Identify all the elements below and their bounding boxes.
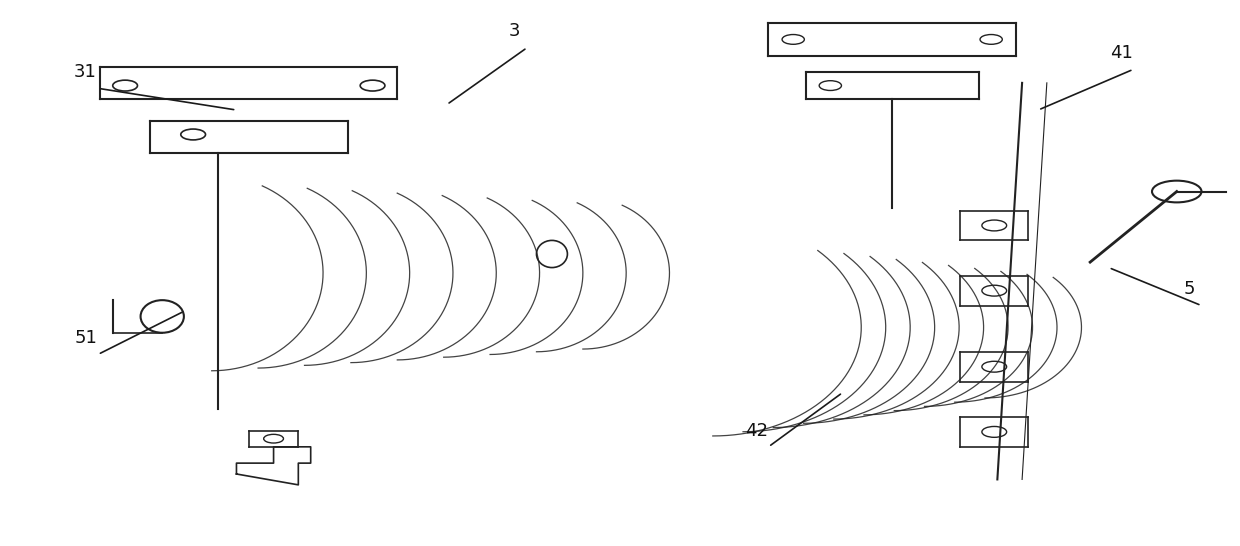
Text: 31: 31 — [74, 63, 97, 81]
Text: 41: 41 — [1110, 44, 1132, 62]
Text: 51: 51 — [74, 329, 97, 347]
Text: 3: 3 — [510, 22, 521, 40]
Text: 5: 5 — [1183, 280, 1195, 298]
Text: 42: 42 — [744, 422, 768, 440]
